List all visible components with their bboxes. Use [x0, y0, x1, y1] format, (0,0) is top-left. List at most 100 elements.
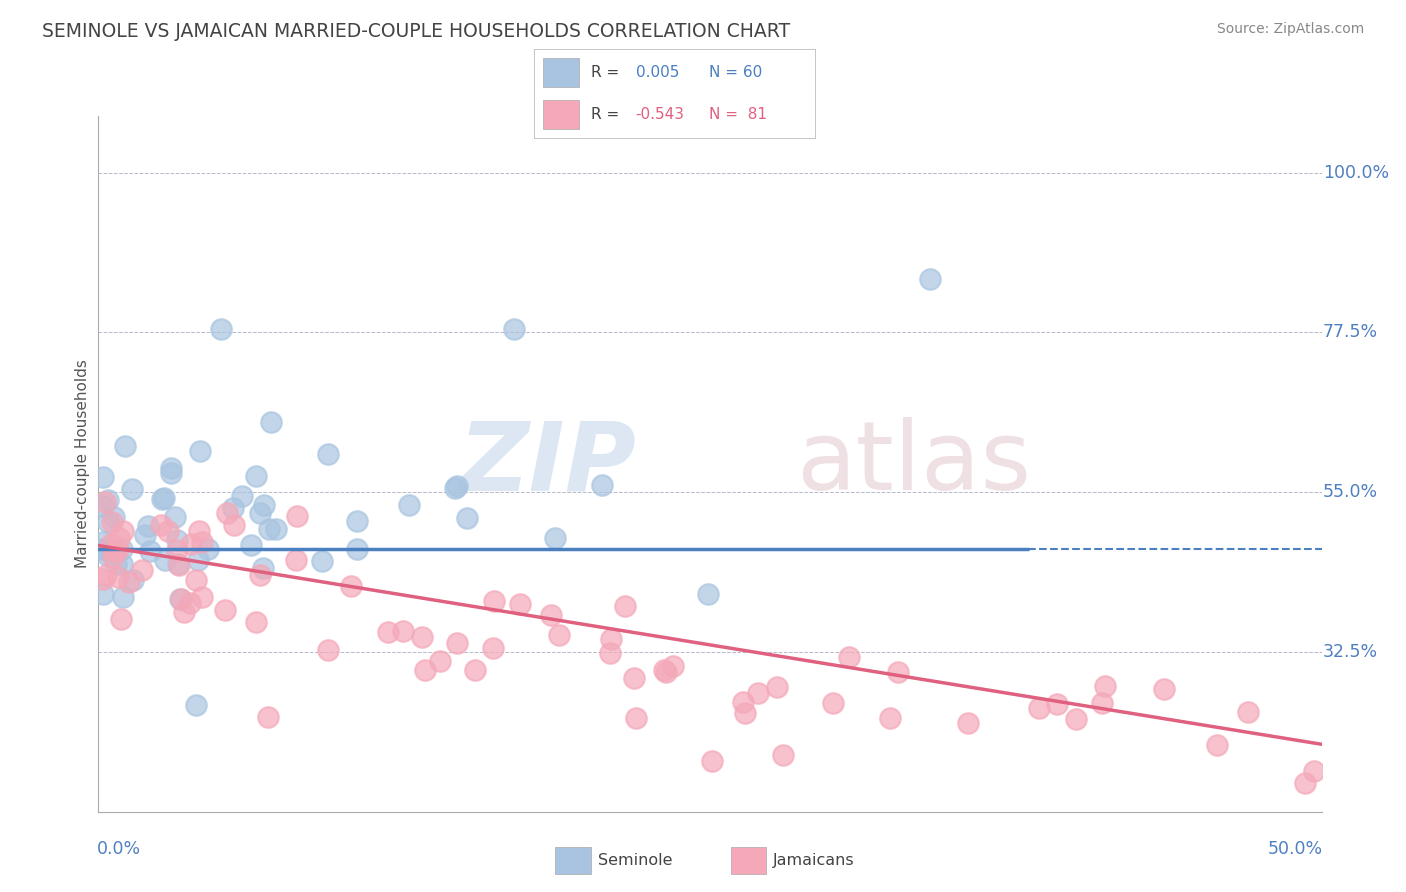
Point [107, 531, 129, 545]
Point [100, 515, 122, 529]
Point [160, 461, 183, 475]
Point [260, 415, 283, 429]
Point [149, 517, 172, 532]
Point [136, 519, 159, 533]
Point [1302, 764, 1324, 778]
Point [1046, 697, 1069, 711]
Point [111, 557, 134, 571]
Point [1237, 706, 1260, 720]
Text: 32.5%: 32.5% [1323, 643, 1378, 661]
Point [411, 630, 433, 644]
Point [1064, 712, 1087, 726]
Point [544, 531, 567, 545]
Point [187, 524, 209, 538]
Point [187, 553, 209, 567]
Point [121, 483, 143, 497]
Point [104, 544, 127, 558]
Text: 55.0%: 55.0% [1323, 483, 1378, 501]
Point [91, 500, 114, 514]
Point [150, 491, 173, 506]
Point [166, 557, 188, 571]
Point [429, 654, 451, 668]
Point [464, 663, 486, 677]
Text: 100.0%: 100.0% [1323, 164, 1389, 182]
Point [107, 569, 129, 583]
Point [186, 574, 208, 588]
Point [100, 537, 122, 551]
Point [240, 538, 263, 552]
Point [169, 591, 191, 606]
Point [446, 636, 468, 650]
Point [661, 659, 683, 673]
Point [482, 593, 505, 607]
Point [398, 498, 420, 512]
Point [252, 560, 274, 574]
Point [311, 553, 333, 567]
Point [259, 522, 281, 536]
Point [134, 527, 156, 541]
Text: 50.0%: 50.0% [1268, 839, 1323, 857]
Point [215, 506, 238, 520]
Point [91, 542, 114, 557]
Text: R =: R = [591, 65, 624, 80]
Point [540, 608, 562, 623]
Text: ZIP: ZIP [458, 417, 637, 510]
Point [166, 533, 188, 547]
Point [731, 694, 754, 708]
Point [957, 715, 980, 730]
Point [316, 643, 339, 657]
Point [444, 481, 467, 495]
Point [245, 468, 267, 483]
Point [253, 498, 276, 512]
Point [131, 563, 153, 577]
Point [624, 711, 647, 725]
Point [1206, 738, 1229, 752]
Point [96, 543, 118, 558]
Point [652, 663, 675, 677]
Text: atlas: atlas [796, 417, 1031, 510]
Point [548, 627, 571, 641]
Point [284, 553, 307, 567]
Point [111, 541, 134, 556]
Point [1028, 700, 1050, 714]
Text: 0.0%: 0.0% [97, 839, 142, 857]
Point [97, 515, 120, 529]
Point [209, 322, 232, 336]
Point [114, 439, 136, 453]
Point [103, 510, 125, 524]
Point [173, 605, 195, 619]
Point [456, 511, 478, 525]
Point [170, 591, 193, 606]
Point [503, 322, 526, 336]
Text: 77.5%: 77.5% [1323, 324, 1378, 342]
Point [340, 579, 363, 593]
Point [224, 518, 246, 533]
Text: 0.005: 0.005 [636, 65, 679, 80]
Point [231, 489, 253, 503]
Point [188, 444, 211, 458]
Point [214, 603, 236, 617]
Point [887, 665, 910, 679]
Point [91, 572, 114, 586]
Text: Jamaicans: Jamaicans [773, 854, 855, 868]
Point [139, 543, 162, 558]
Text: Seminole: Seminole [598, 854, 672, 868]
Point [166, 543, 188, 558]
Point [180, 537, 202, 551]
Point [111, 590, 134, 604]
Point [346, 515, 368, 529]
Point [97, 492, 120, 507]
Point [413, 663, 436, 677]
Point [1153, 682, 1175, 697]
Point [96, 568, 118, 582]
Point [734, 706, 756, 721]
Point [122, 573, 145, 587]
Point [91, 469, 114, 483]
Point [118, 575, 141, 590]
Point [508, 597, 530, 611]
Point [700, 755, 723, 769]
Text: N =  81: N = 81 [709, 107, 766, 122]
Bar [543, 58, 579, 87]
Point [747, 686, 769, 700]
Point [264, 522, 287, 536]
